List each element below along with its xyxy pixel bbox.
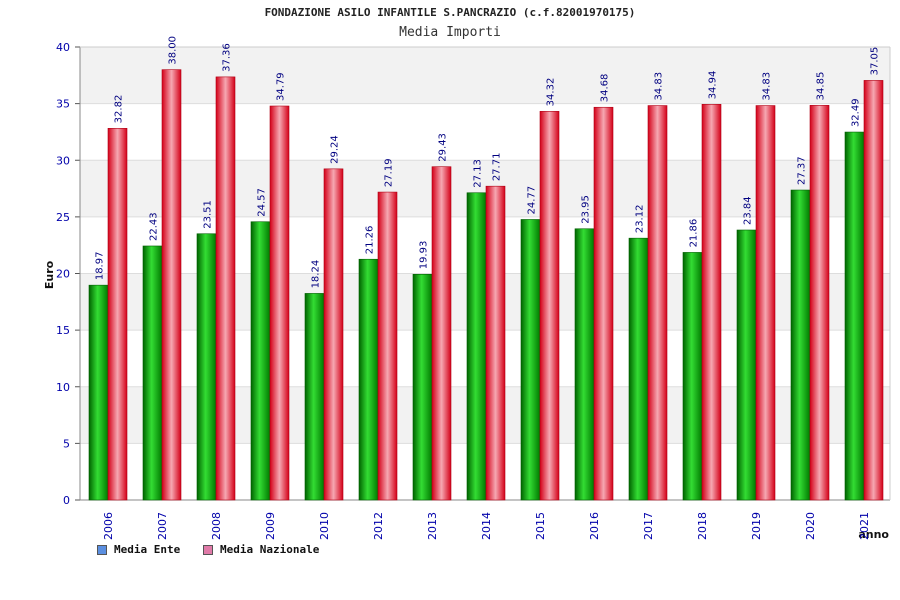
data-label: 21.26 bbox=[365, 226, 376, 255]
data-label: 18.97 bbox=[95, 252, 106, 281]
x-tick-label: 2008 bbox=[210, 512, 223, 540]
data-label: 23.95 bbox=[581, 195, 592, 224]
x-tick-label: 2017 bbox=[642, 512, 655, 540]
legend-label-nazionale: Media Nazionale bbox=[220, 543, 320, 556]
bar-media-nazionale bbox=[431, 166, 452, 501]
bar-media-nazionale bbox=[539, 111, 560, 501]
bar-media-ente bbox=[844, 131, 865, 501]
data-label: 23.12 bbox=[635, 205, 646, 234]
data-label: 21.86 bbox=[689, 219, 700, 248]
grid-band bbox=[80, 47, 890, 104]
chart-subtitle: Media Importi bbox=[399, 25, 501, 40]
x-axis-label: anno bbox=[858, 528, 889, 541]
data-label: 34.32 bbox=[546, 78, 557, 107]
y-tick-label: 5 bbox=[63, 437, 70, 450]
x-tick-label: 2012 bbox=[372, 512, 385, 540]
x-tick-label: 2016 bbox=[588, 512, 601, 540]
data-label: 27.71 bbox=[492, 153, 503, 182]
bar-media-nazionale bbox=[377, 191, 398, 501]
chart-title: FONDAZIONE ASILO INFANTILE S.PANCRAZIO (… bbox=[264, 6, 636, 19]
data-label: 24.57 bbox=[257, 188, 268, 217]
data-label: 32.49 bbox=[851, 98, 862, 127]
bar-media-nazionale bbox=[215, 76, 236, 501]
legend-item-ente: Media Ente bbox=[97, 543, 180, 556]
bar-media-nazionale bbox=[593, 106, 614, 501]
data-label: 34.83 bbox=[654, 72, 665, 101]
x-tick-label: 2021 bbox=[858, 512, 871, 540]
bar-media-nazionale bbox=[647, 105, 668, 501]
x-tick-label: 2020 bbox=[804, 512, 817, 540]
bar-media-ente bbox=[358, 258, 379, 501]
data-label: 27.19 bbox=[384, 158, 395, 187]
data-label: 34.94 bbox=[708, 71, 719, 100]
x-tick-label: 2013 bbox=[426, 512, 439, 540]
data-label: 38.00 bbox=[168, 36, 179, 65]
data-label: 27.13 bbox=[473, 159, 484, 188]
bar-media-ente bbox=[628, 237, 649, 501]
legend-swatch-nazionale bbox=[203, 545, 213, 555]
data-label: 19.93 bbox=[419, 241, 430, 270]
bar-media-nazionale bbox=[485, 185, 506, 501]
data-label: 29.24 bbox=[330, 135, 341, 164]
bar-media-ente bbox=[304, 293, 325, 501]
data-label: 32.82 bbox=[114, 95, 125, 124]
x-tick-label: 2018 bbox=[696, 512, 709, 540]
bar-media-nazionale bbox=[809, 105, 830, 501]
bar-media-ente bbox=[520, 219, 541, 501]
bar-media-nazionale bbox=[755, 105, 776, 501]
data-label: 34.79 bbox=[276, 72, 287, 101]
x-tick-label: 2015 bbox=[534, 512, 547, 540]
data-label: 23.84 bbox=[743, 196, 754, 225]
data-label: 24.77 bbox=[527, 186, 538, 215]
y-tick-label: 35 bbox=[56, 98, 70, 111]
bar-media-ente bbox=[88, 284, 109, 501]
bar-media-ente bbox=[682, 252, 703, 501]
bar-media-ente bbox=[466, 192, 487, 501]
x-tick-label: 2014 bbox=[480, 512, 493, 540]
bar-media-nazionale bbox=[107, 128, 128, 501]
data-label: 22.43 bbox=[149, 212, 160, 241]
data-label: 27.37 bbox=[797, 156, 808, 185]
data-label: 29.43 bbox=[438, 133, 449, 162]
data-label: 34.83 bbox=[762, 72, 773, 101]
data-label: 37.36 bbox=[222, 43, 233, 72]
bar-media-ente bbox=[790, 189, 811, 501]
data-label: 23.51 bbox=[203, 200, 214, 229]
x-tick-label: 2006 bbox=[102, 512, 115, 540]
y-tick-label: 15 bbox=[56, 324, 70, 337]
legend-swatch-ente bbox=[97, 545, 107, 555]
bar-media-nazionale bbox=[161, 69, 182, 501]
bar-media-ente bbox=[142, 245, 163, 501]
x-tick-label: 2010 bbox=[318, 512, 331, 540]
data-label: 34.85 bbox=[816, 72, 827, 101]
legend-item-nazionale: Media Nazionale bbox=[203, 543, 319, 556]
bar-media-ente bbox=[196, 233, 217, 501]
bar-media-ente bbox=[412, 273, 433, 501]
data-label: 34.68 bbox=[600, 74, 611, 103]
bar-media-nazionale bbox=[701, 104, 722, 501]
y-axis-label: Euro bbox=[43, 260, 56, 289]
x-tick-label: 2009 bbox=[264, 512, 277, 540]
data-label: 18.24 bbox=[311, 260, 322, 289]
y-tick-label: 40 bbox=[56, 41, 70, 54]
y-tick-label: 25 bbox=[56, 211, 70, 224]
bar-media-ente bbox=[736, 229, 757, 501]
bar-media-ente bbox=[574, 228, 595, 501]
y-tick-label: 0 bbox=[63, 494, 70, 507]
bar-media-nazionale bbox=[323, 168, 344, 501]
data-label: 37.05 bbox=[870, 47, 881, 76]
bar-media-ente bbox=[250, 221, 271, 501]
y-tick-label: 30 bbox=[56, 154, 70, 167]
legend-label-ente: Media Ente bbox=[114, 543, 181, 556]
bar-media-nazionale bbox=[863, 80, 884, 501]
y-tick-label: 10 bbox=[56, 381, 70, 394]
x-tick-label: 2007 bbox=[156, 512, 169, 540]
x-tick-label: 2019 bbox=[750, 512, 763, 540]
y-tick-label: 20 bbox=[56, 268, 70, 281]
bar-media-nazionale bbox=[269, 105, 290, 501]
